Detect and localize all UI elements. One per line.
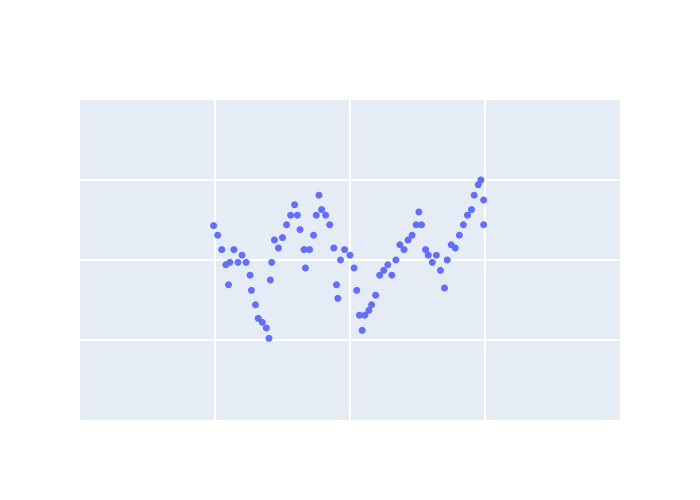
scatter-point bbox=[396, 241, 404, 249]
scatter-point bbox=[415, 208, 423, 216]
scatter-point bbox=[315, 191, 323, 199]
scatter-point bbox=[238, 251, 246, 259]
scatter-point bbox=[455, 231, 463, 239]
scatter-point bbox=[384, 261, 392, 269]
scatter-point bbox=[428, 258, 436, 266]
scatter-point bbox=[301, 264, 309, 272]
scatter-point bbox=[265, 334, 273, 342]
scatter-point bbox=[353, 286, 361, 294]
scatter-point bbox=[463, 211, 471, 219]
scatter-point bbox=[283, 221, 291, 229]
scatter-point bbox=[296, 226, 304, 234]
scatter-point bbox=[365, 306, 373, 314]
scatter-point bbox=[326, 221, 334, 229]
scatter-point bbox=[262, 324, 270, 332]
scatter-point bbox=[225, 281, 232, 289]
scatter-point bbox=[242, 258, 250, 266]
scatter-point bbox=[333, 281, 340, 289]
scatter-point bbox=[376, 271, 384, 279]
scatter-point bbox=[274, 244, 282, 252]
scatter-point bbox=[270, 236, 278, 244]
scatter-point bbox=[392, 256, 400, 264]
scatter-point bbox=[350, 264, 358, 272]
scatter-point bbox=[246, 271, 254, 279]
scatter-point bbox=[266, 276, 274, 284]
scatter-point bbox=[252, 301, 259, 309]
scatter-point bbox=[268, 258, 276, 266]
scatter-point bbox=[388, 271, 396, 279]
scatter-point bbox=[368, 301, 376, 309]
scatter-point bbox=[334, 294, 342, 302]
scatter-point bbox=[380, 266, 388, 274]
scatter-point bbox=[443, 256, 451, 264]
scatter-point bbox=[300, 246, 308, 254]
scatter-point bbox=[355, 311, 363, 319]
scatter-point bbox=[432, 251, 440, 259]
scatter-point bbox=[468, 206, 475, 214]
scatter-point bbox=[346, 251, 354, 259]
scatter-point bbox=[480, 221, 488, 229]
scatter-point bbox=[470, 191, 478, 199]
scatter-point bbox=[337, 256, 345, 264]
scatter-point bbox=[459, 221, 467, 229]
scatter-point bbox=[306, 246, 313, 254]
scatter-point bbox=[210, 222, 218, 230]
scatter-point bbox=[293, 211, 301, 219]
scatter-point bbox=[279, 234, 286, 242]
scatter-point bbox=[477, 176, 485, 184]
scatter-point bbox=[258, 318, 266, 326]
scatter-point bbox=[480, 196, 488, 204]
scatter-point bbox=[412, 221, 420, 229]
scatter-point bbox=[226, 258, 234, 266]
scatter-point bbox=[291, 201, 299, 209]
scatter-point bbox=[318, 206, 326, 214]
scatter-point bbox=[218, 246, 226, 254]
scatter-point bbox=[341, 246, 349, 254]
scatter-point bbox=[404, 236, 412, 244]
scatter-point bbox=[322, 211, 330, 219]
scatter-point bbox=[230, 246, 238, 254]
scatter-point bbox=[361, 311, 369, 319]
scatter-point bbox=[451, 244, 459, 252]
scatter-point bbox=[436, 266, 444, 274]
scatter-point bbox=[408, 231, 416, 239]
scatter-point bbox=[400, 246, 408, 254]
scatter-point bbox=[372, 291, 380, 299]
scatter-point bbox=[312, 211, 320, 219]
scatter-point bbox=[247, 286, 255, 294]
scatter-point bbox=[310, 231, 318, 239]
scatter-point bbox=[418, 221, 426, 229]
scatter-point bbox=[441, 284, 448, 292]
scatter-point bbox=[330, 244, 338, 252]
scatter-point bbox=[287, 211, 295, 219]
scatter-point bbox=[234, 258, 242, 266]
scatter-point bbox=[214, 231, 222, 239]
scatter-point bbox=[422, 246, 430, 254]
scatter-point bbox=[424, 251, 432, 259]
scatter-point bbox=[358, 326, 366, 334]
